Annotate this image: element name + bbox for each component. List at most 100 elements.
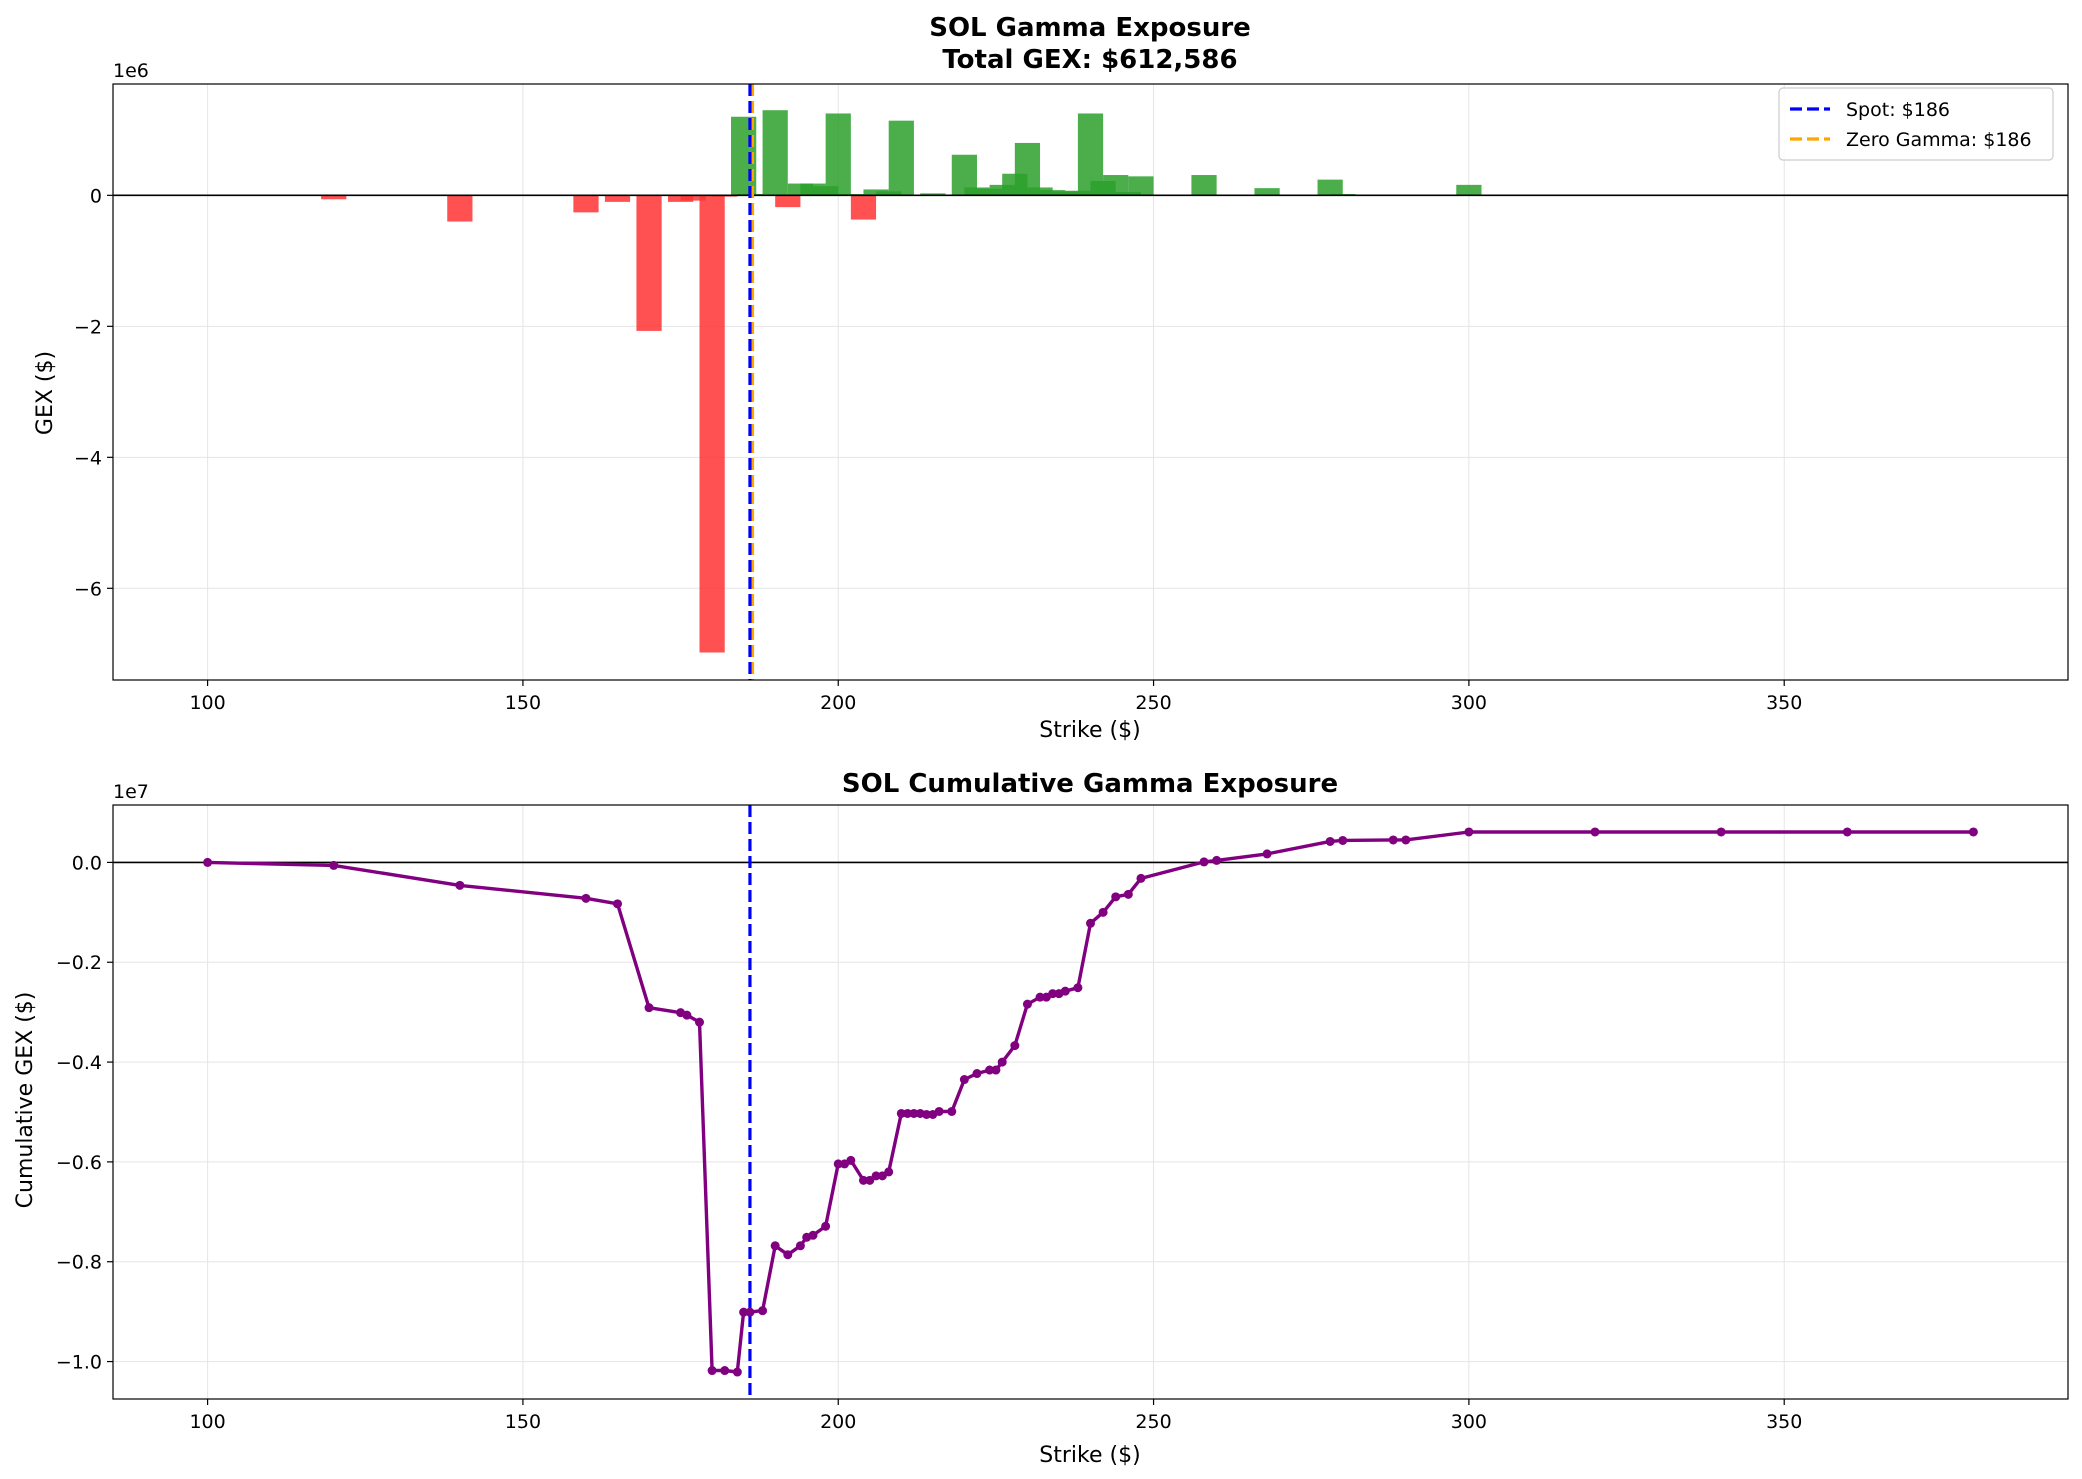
gex-bar xyxy=(1103,175,1129,196)
top-x-tick-label: 200 xyxy=(820,692,856,714)
top-chart-title: SOL Gamma Exposure xyxy=(929,13,1251,43)
gex-bar xyxy=(1191,175,1217,196)
cumulative-gex-point xyxy=(1022,999,1032,1009)
cumulative-gex-point xyxy=(1262,849,1272,859)
bottom-chart-title: SOL Cumulative Gamma Exposure xyxy=(842,769,1338,799)
gex-bar xyxy=(1254,188,1280,196)
gex-bar xyxy=(850,195,877,220)
top-y-ticks: 0 −2 −4 −6 xyxy=(74,185,113,600)
bottom-y-tick-label: −0.8 xyxy=(56,1252,102,1274)
bottom-y-tick-label: −1.0 xyxy=(56,1352,102,1374)
top-x-ticks: 100 150 200 250 300 350 xyxy=(189,680,1802,714)
bottom-x-tick-label: 250 xyxy=(1135,1411,1171,1433)
cumulative-gex-point xyxy=(1325,836,1335,846)
cumulative-gex-point xyxy=(1388,835,1398,845)
gex-bar xyxy=(321,195,347,200)
gex-bar xyxy=(1456,184,1482,196)
gex-bar xyxy=(680,195,706,201)
cumulative-gex-point xyxy=(644,1003,654,1013)
gex-bar xyxy=(573,195,599,213)
cumulative-gex-point xyxy=(1035,992,1045,1002)
cumulative-gex-point xyxy=(1098,907,1108,917)
top-x-axis-label: Strike ($) xyxy=(1039,718,1140,743)
cumulative-gex-point xyxy=(821,1221,831,1231)
cumulative-gex-point xyxy=(896,1108,906,1118)
top-y-axis-label: GEX ($) xyxy=(33,351,58,435)
legend-spot-label: Spot: $186 xyxy=(1846,99,1950,121)
cumulative-gex-point xyxy=(865,1175,875,1185)
cumulative-gex-point xyxy=(739,1307,749,1317)
cumulative-gex-point xyxy=(808,1230,818,1240)
cumulative-gex-point xyxy=(682,1010,692,1020)
bottom-y-tick-label: −0.4 xyxy=(56,1052,102,1074)
cumulative-gex-point xyxy=(720,1366,730,1376)
cumulative-gex-point xyxy=(695,1017,704,1027)
cumulative-gex-point xyxy=(972,1069,982,1079)
cumulative-gex-points xyxy=(203,827,1978,1377)
gamma-exposure-chart: SOL Gamma Exposure Total GEX: $612,586 1… xyxy=(33,13,2069,743)
cumulative-gex-point xyxy=(329,860,339,870)
gex-bar xyxy=(699,195,725,653)
cumulative-gamma-chart: SOL Cumulative Gamma Exposure 1e7 100 150… xyxy=(13,769,2069,1468)
cumulative-gex-point xyxy=(1111,892,1121,902)
cumulative-gex-point xyxy=(1010,1041,1020,1051)
top-x-tick-label: 350 xyxy=(1766,692,1802,714)
cumulative-gex-point xyxy=(1464,827,1474,837)
bottom-y-tick-label: −0.2 xyxy=(56,952,102,974)
cumulative-gex-point xyxy=(959,1075,969,1085)
gex-bar xyxy=(888,120,914,196)
bottom-x-tick-label: 150 xyxy=(505,1411,541,1433)
cumulative-gex-point xyxy=(884,1167,894,1177)
cumulative-gex-point xyxy=(1060,986,1070,996)
gex-bar xyxy=(762,110,788,196)
cumulative-gex-point xyxy=(745,1307,755,1317)
bottom-axes-frame xyxy=(112,804,2069,1400)
bottom-x-tick-label: 350 xyxy=(1766,1411,1802,1433)
cumulative-gex-point xyxy=(203,857,213,867)
cumulative-gex-point xyxy=(846,1155,856,1165)
cumulative-gex-point xyxy=(1123,889,1133,899)
cumulative-gex-point xyxy=(758,1306,768,1316)
bottom-x-tick-label: 200 xyxy=(820,1411,856,1433)
cumulative-gex-point xyxy=(613,899,623,909)
top-y-tick-label: 0 xyxy=(90,185,102,207)
cumulative-gex-point xyxy=(770,1241,780,1251)
cumulative-gex-point xyxy=(732,1367,742,1377)
cumulative-gex-point xyxy=(997,1057,1007,1067)
bottom-y-axis-label: Cumulative GEX ($) xyxy=(13,992,38,1209)
cumulative-gex-point xyxy=(1048,989,1058,999)
bottom-y-ticks: 0.0 −0.2 −0.4 −0.6 −0.8 −1.0 xyxy=(56,852,113,1374)
bottom-x-tick-label: 300 xyxy=(1451,1411,1487,1433)
bottom-x-axis-label: Strike ($) xyxy=(1039,1443,1140,1468)
gex-bar xyxy=(636,195,662,331)
bottom-x-tick-label: 100 xyxy=(189,1411,225,1433)
legend-zero-gamma-label: Zero Gamma: $186 xyxy=(1846,129,2032,151)
gex-bar xyxy=(775,195,801,208)
cumulative-gex-point xyxy=(1842,827,1852,837)
cumulative-gex-point xyxy=(1716,827,1726,837)
top-y-tick-label: −2 xyxy=(74,316,102,338)
cumulative-gex-point xyxy=(947,1106,957,1116)
top-legend: Spot: $186 Zero Gamma: $186 xyxy=(1778,87,2054,161)
cumulative-gex-point xyxy=(783,1250,793,1260)
cumulative-gex-point xyxy=(833,1159,843,1169)
cumulative-gex-point xyxy=(991,1065,1001,1075)
top-x-tick-label: 300 xyxy=(1451,692,1487,714)
cumulative-gex-point xyxy=(1338,835,1348,845)
cumulative-gex-point xyxy=(922,1109,932,1119)
gex-bar xyxy=(604,195,631,202)
top-y-offset-label: 1e6 xyxy=(113,60,149,82)
bottom-x-ticks: 100 150 200 250 300 350 xyxy=(189,1399,1802,1433)
cumulative-gex-point xyxy=(455,880,465,890)
top-chart-subtitle: Total GEX: $612,586 xyxy=(942,45,1237,75)
cumulative-gex-point xyxy=(795,1241,805,1251)
gex-bar xyxy=(1317,179,1343,196)
cumulative-gex-point xyxy=(707,1366,717,1376)
cumulative-gex-point xyxy=(581,893,591,903)
gex-bar xyxy=(920,193,946,196)
cumulative-gex-point xyxy=(985,1065,995,1075)
cumulative-gex-point xyxy=(1590,827,1600,837)
top-x-tick-label: 100 xyxy=(189,692,225,714)
top-x-tick-label: 150 xyxy=(505,692,541,714)
